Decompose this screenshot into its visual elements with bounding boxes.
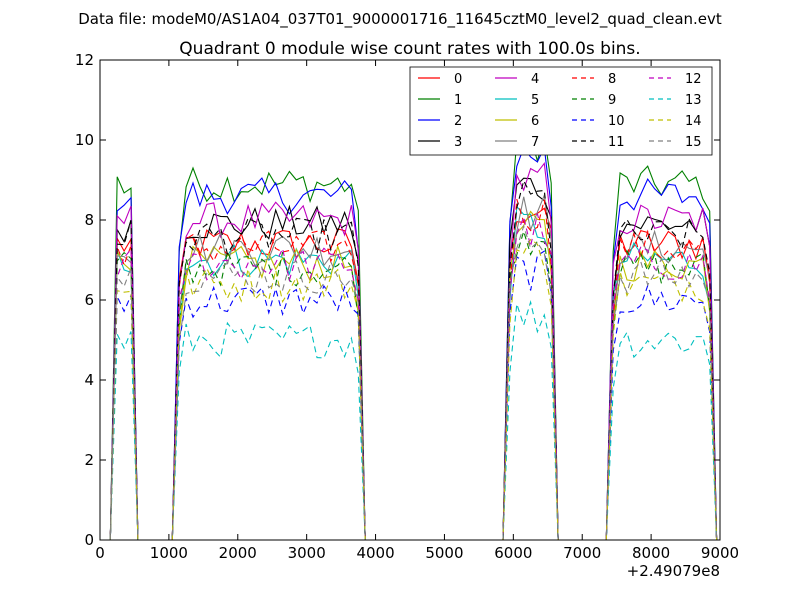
y-tick-label: 2 [84,451,94,469]
legend-label-6: 6 [531,114,539,129]
series-line-10 [100,250,720,540]
series-line-7 [100,193,720,540]
series-line-2 [100,145,720,540]
y-tick-label: 8 [84,211,94,229]
series-line-9 [100,229,720,540]
x-tick-label: 6000 [494,544,532,562]
x-tick-label: 2000 [219,544,257,562]
chart-title: Quadrant 0 module wise count rates with … [179,39,640,59]
legend-label-0: 0 [454,72,462,87]
series-line-3 [100,177,720,540]
y-tick-label: 0 [84,531,94,549]
legend-label-1: 1 [454,93,462,108]
series-layer [100,123,720,540]
x-tick-label: 8000 [632,544,670,562]
legend-label-8: 8 [608,72,616,87]
legend-label-4: 4 [531,72,539,87]
series-line-8 [100,199,720,540]
x-tick-label: 7000 [563,544,601,562]
series-line-13 [100,299,720,540]
series-line-12 [100,213,720,540]
x-tick-label: 1000 [150,544,188,562]
y-tick-label: 12 [75,51,94,69]
suptitle: Data file: modeM0/AS1A04_037T01_90000017… [78,10,722,29]
x-tick-label: 9000 [701,544,739,562]
legend-label-7: 7 [531,135,539,150]
x-tick-label: 3000 [288,544,326,562]
legend-label-11: 11 [608,135,625,150]
legend-label-2: 2 [454,114,462,129]
legend-box [409,66,713,156]
x-tick-label: 0 [95,544,105,562]
series-line-15 [100,224,720,540]
y-tick-label: 4 [84,371,94,389]
legend-label-5: 5 [531,93,539,108]
legend-label-14: 14 [685,114,702,129]
series-line-1 [100,123,720,540]
legend-label-3: 3 [454,135,462,150]
legend-label-10: 10 [608,114,625,129]
x-offset-label: +2.49079e8 [627,562,720,580]
series-line-11 [100,179,720,540]
y-tick-label: 10 [75,131,94,149]
series-line-14 [100,238,720,540]
axes-layer: 0 1000 2000 3000 4000 5000 6000 7000 8000 9000 0 2 4… [75,51,739,562]
x-tick-label: 5000 [425,544,463,562]
series-line-6 [100,210,720,540]
x-tick-label: 4000 [356,544,394,562]
legend-label-15: 15 [685,135,702,150]
legend-label-9: 9 [608,93,616,108]
legend-label-12: 12 [685,72,702,87]
legend-label-13: 13 [685,93,702,108]
y-tick-label: 6 [84,291,94,309]
